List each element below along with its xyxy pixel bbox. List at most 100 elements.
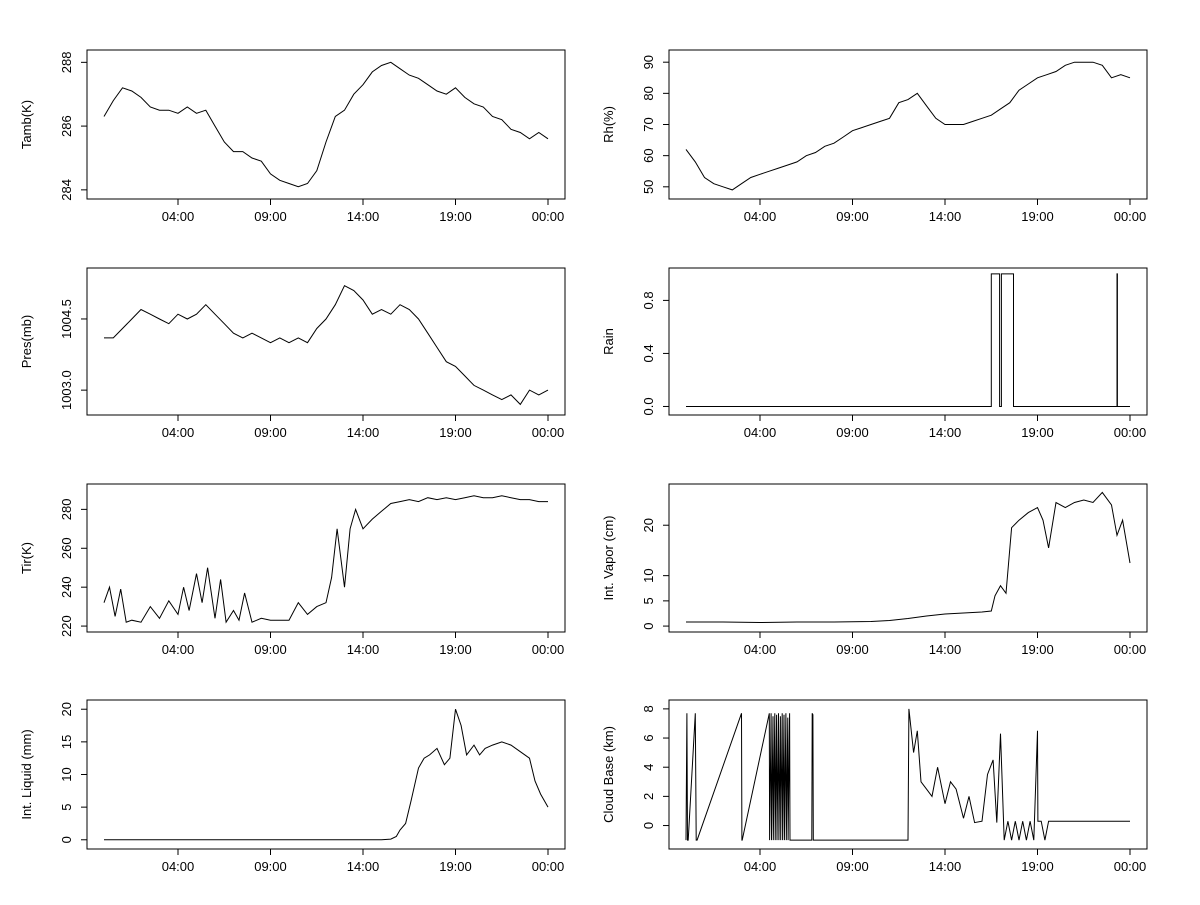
x-tick-label: 04:00 (744, 642, 777, 657)
panel-2: 04:00 09:00 14:00 19:00 00:00 50 60 70 80 90 Rh(%) (601, 49, 1148, 224)
y-tick-label: 0.0 (641, 397, 656, 415)
plot-frame (86, 267, 566, 416)
series-line (686, 273, 1130, 407)
y-tick-label: 2 (641, 793, 656, 800)
y-tick-label: 288 (59, 51, 74, 73)
x-tick-label: 04:00 (162, 209, 195, 224)
x-tick-label: 04:00 (744, 209, 777, 224)
panel-3: 04:00 09:00 14:00 19:00 00:00 1003.0 1004.5 Pre… (19, 267, 566, 440)
series-line (686, 491, 1131, 624)
y-tick-label: 284 (59, 179, 74, 201)
plot-frame (668, 483, 1148, 633)
x-tick-label: 09:00 (254, 209, 287, 224)
y-tick-label: 260 (59, 537, 74, 559)
panel-6: 04:00 09:00 14:00 19:00 00:00 0 5 10 20 Int. Vapo… (601, 483, 1148, 657)
panel-5: 04:00 09:00 14:00 19:00 00:00 220 240 260 280 Tir… (19, 483, 566, 657)
series-line (685, 61, 1131, 191)
plot-frame (668, 267, 1148, 416)
y-tick-label: 8 (641, 705, 656, 712)
x-tick-label: 14:00 (347, 425, 380, 440)
y-tick-label: 286 (59, 115, 74, 137)
y-axis-label: Cloud Base (km) (601, 726, 616, 823)
x-tick-label: 04:00 (162, 859, 195, 874)
y-tick-label: 6 (641, 734, 656, 741)
x-tick-label: 19:00 (439, 859, 472, 874)
y-tick-label: 5 (59, 804, 74, 811)
series-line (104, 709, 549, 841)
plot-frame (86, 699, 566, 850)
x-tick-label: 09:00 (836, 642, 869, 657)
x-tick-label: 19:00 (1021, 209, 1054, 224)
x-tick-label: 04:00 (162, 425, 195, 440)
y-axis-label: Pres(mb) (19, 315, 34, 368)
x-tick-label: 00:00 (532, 642, 565, 657)
x-tick-label: 19:00 (1021, 859, 1054, 874)
y-tick-label: 10 (59, 767, 74, 781)
x-tick-label: 09:00 (836, 425, 869, 440)
series-line (103, 495, 548, 624)
y-tick-label: 1004.5 (59, 299, 74, 339)
x-tick-label: 00:00 (532, 425, 565, 440)
x-tick-label: 00:00 (1114, 859, 1147, 874)
y-tick-label: 4 (641, 764, 656, 771)
series-line (104, 285, 549, 406)
x-tick-label: 09:00 (254, 859, 287, 874)
panel-7: 04:00 09:00 14:00 19:00 00:00 0 5 10 15 20 Int. Li… (19, 699, 566, 874)
y-axis-label: Int. Vapor (cm) (601, 515, 616, 600)
y-tick-label: 0.8 (641, 291, 656, 309)
y-tick-label: 1003.0 (59, 370, 74, 410)
y-axis-label: Rh(%) (601, 106, 616, 143)
plot-frame (86, 49, 566, 200)
y-tick-label: 0 (641, 822, 656, 829)
x-tick-label: 19:00 (439, 209, 472, 224)
plot-frame (668, 699, 1148, 850)
x-tick-label: 04:00 (162, 642, 195, 657)
x-tick-label: 19:00 (439, 425, 472, 440)
x-tick-label: 00:00 (1114, 642, 1147, 657)
x-tick-label: 00:00 (532, 859, 565, 874)
x-tick-label: 09:00 (836, 859, 869, 874)
x-tick-label: 14:00 (929, 209, 962, 224)
x-tick-label: 14:00 (347, 642, 380, 657)
x-tick-label: 14:00 (929, 642, 962, 657)
y-axis-label: Rain (601, 328, 616, 355)
panel-1: 04:00 09:00 14:00 19:00 00:00 284 286 288 Tamb(K… (19, 49, 566, 224)
plot-frame (668, 49, 1148, 200)
x-tick-label: 19:00 (439, 642, 472, 657)
x-tick-label: 14:00 (347, 209, 380, 224)
y-axis-label: Tamb(K) (19, 100, 34, 149)
x-tick-label: 14:00 (929, 425, 962, 440)
x-tick-label: 00:00 (532, 209, 565, 224)
y-tick-label: 10 (641, 568, 656, 582)
x-tick-label: 19:00 (1021, 425, 1054, 440)
series-line (685, 708, 1130, 841)
series-line (103, 61, 549, 188)
y-axis-label: Tir(K) (19, 542, 34, 574)
y-tick-label: 70 (641, 117, 656, 131)
y-tick-label: 60 (641, 148, 656, 162)
x-tick-label: 00:00 (1114, 209, 1147, 224)
panel-8: 04:00 09:00 14:00 19:00 00:00 0 2 4 6 8 Cloud Base… (601, 699, 1148, 874)
y-tick-label: 0.4 (641, 344, 656, 362)
x-tick-label: 04:00 (744, 425, 777, 440)
x-tick-label: 00:00 (1114, 425, 1147, 440)
y-tick-label: 220 (59, 615, 74, 637)
y-tick-label: 280 (59, 499, 74, 521)
x-tick-label: 14:00 (929, 859, 962, 874)
x-tick-label: 19:00 (1021, 642, 1054, 657)
x-tick-label: 09:00 (836, 209, 869, 224)
y-tick-label: 240 (59, 576, 74, 598)
y-tick-label: 20 (59, 702, 74, 716)
x-tick-label: 04:00 (744, 859, 777, 874)
y-tick-label: 20 (641, 518, 656, 532)
y-tick-label: 5 (641, 597, 656, 604)
y-tick-label: 50 (641, 180, 656, 194)
panel-4: 04:00 09:00 14:00 19:00 00:00 0.0 0.4 0.8 Rain (601, 267, 1148, 440)
y-tick-label: 90 (641, 55, 656, 69)
y-tick-label: 15 (59, 735, 74, 749)
y-tick-label: 0 (641, 622, 656, 629)
y-axis-label: Int. Liquid (mm) (19, 729, 34, 819)
y-tick-label: 80 (641, 86, 656, 100)
